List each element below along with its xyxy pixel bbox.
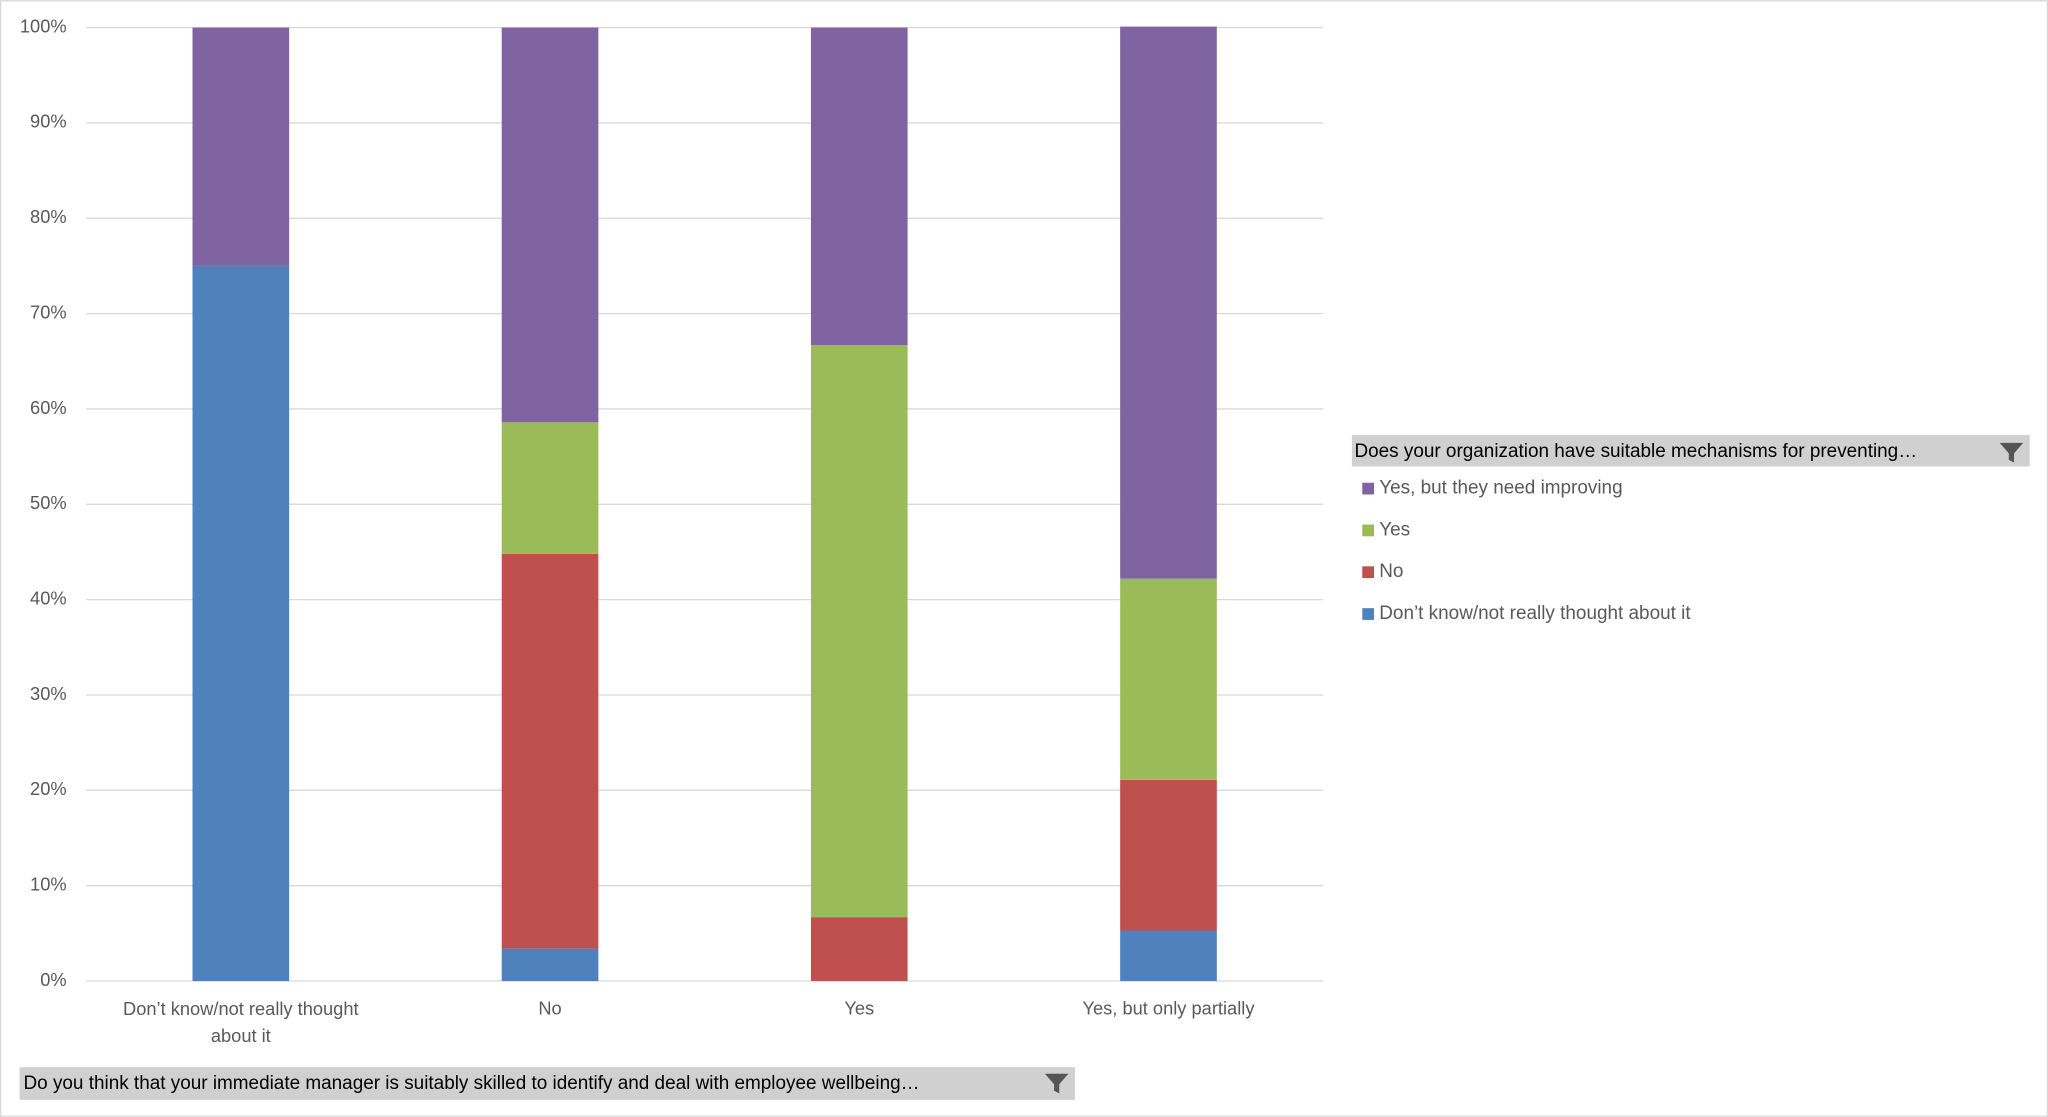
y-tick-label: 80% [30,206,67,227]
legend-label: Don’t know/not really thought about it [1379,603,1691,624]
y-tick-label: 10% [30,874,67,895]
y-tick-label: 40% [30,587,67,608]
legend-label: Yes, but they need improving [1379,478,1622,499]
y-tick-label: 60% [30,397,67,418]
bar-segment [810,345,908,918]
bar-segment [1120,779,1217,931]
bar-segment [501,948,599,982]
y-tick-label: 70% [30,301,67,322]
bar-segment [1120,578,1217,780]
y-tick-label: 100% [20,15,67,36]
y-tick-label: 30% [30,683,67,704]
y-tick-label: 50% [30,492,67,513]
filter-icon[interactable] [1999,442,2024,463]
legend-swatch [1362,566,1375,579]
y-tick-label: 90% [30,111,67,132]
legend-label: No [1379,561,1403,582]
bar-segment [501,553,599,949]
x-tick-label: Yes [844,998,874,1019]
legend-swatch [1362,482,1375,495]
bar-segment [501,422,599,554]
legend-title: Does your organization have suitable mec… [1354,441,1917,462]
bar-segment [192,27,290,266]
y-tick-label: 0% [40,969,66,990]
legend-label: Yes [1379,519,1410,540]
bar-segment [501,27,599,423]
legend-swatch [1362,608,1375,620]
bar-segment [810,27,908,346]
x-field-label: Do you think that your immediate manager… [24,1073,920,1094]
bar-segment [1120,930,1217,982]
legend-swatch [1362,524,1375,537]
legend-header[interactable] [1351,435,2030,467]
y-tick-label: 20% [30,778,67,799]
x-tick-label: Don’t know/not really thought about it [123,998,359,1046]
x-field-button[interactable] [19,1067,1075,1100]
bar-segment [192,265,290,982]
filter-icon[interactable] [1044,1073,1069,1094]
bar-segment [1120,26,1217,579]
x-tick-label: No [538,998,561,1019]
x-tick-label: Yes, but only partially [1083,998,1256,1019]
bar-segment [810,917,908,982]
